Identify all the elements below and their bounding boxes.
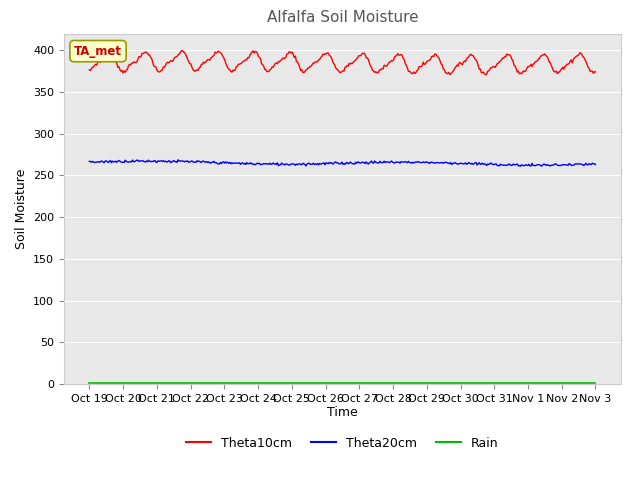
Title: Alfalfa Soil Moisture: Alfalfa Soil Moisture	[267, 11, 418, 25]
Legend: Theta10cm, Theta20cm, Rain: Theta10cm, Theta20cm, Rain	[181, 432, 504, 455]
X-axis label: Time: Time	[327, 407, 358, 420]
Y-axis label: Soil Moisture: Soil Moisture	[15, 168, 28, 249]
Text: TA_met: TA_met	[74, 45, 122, 58]
